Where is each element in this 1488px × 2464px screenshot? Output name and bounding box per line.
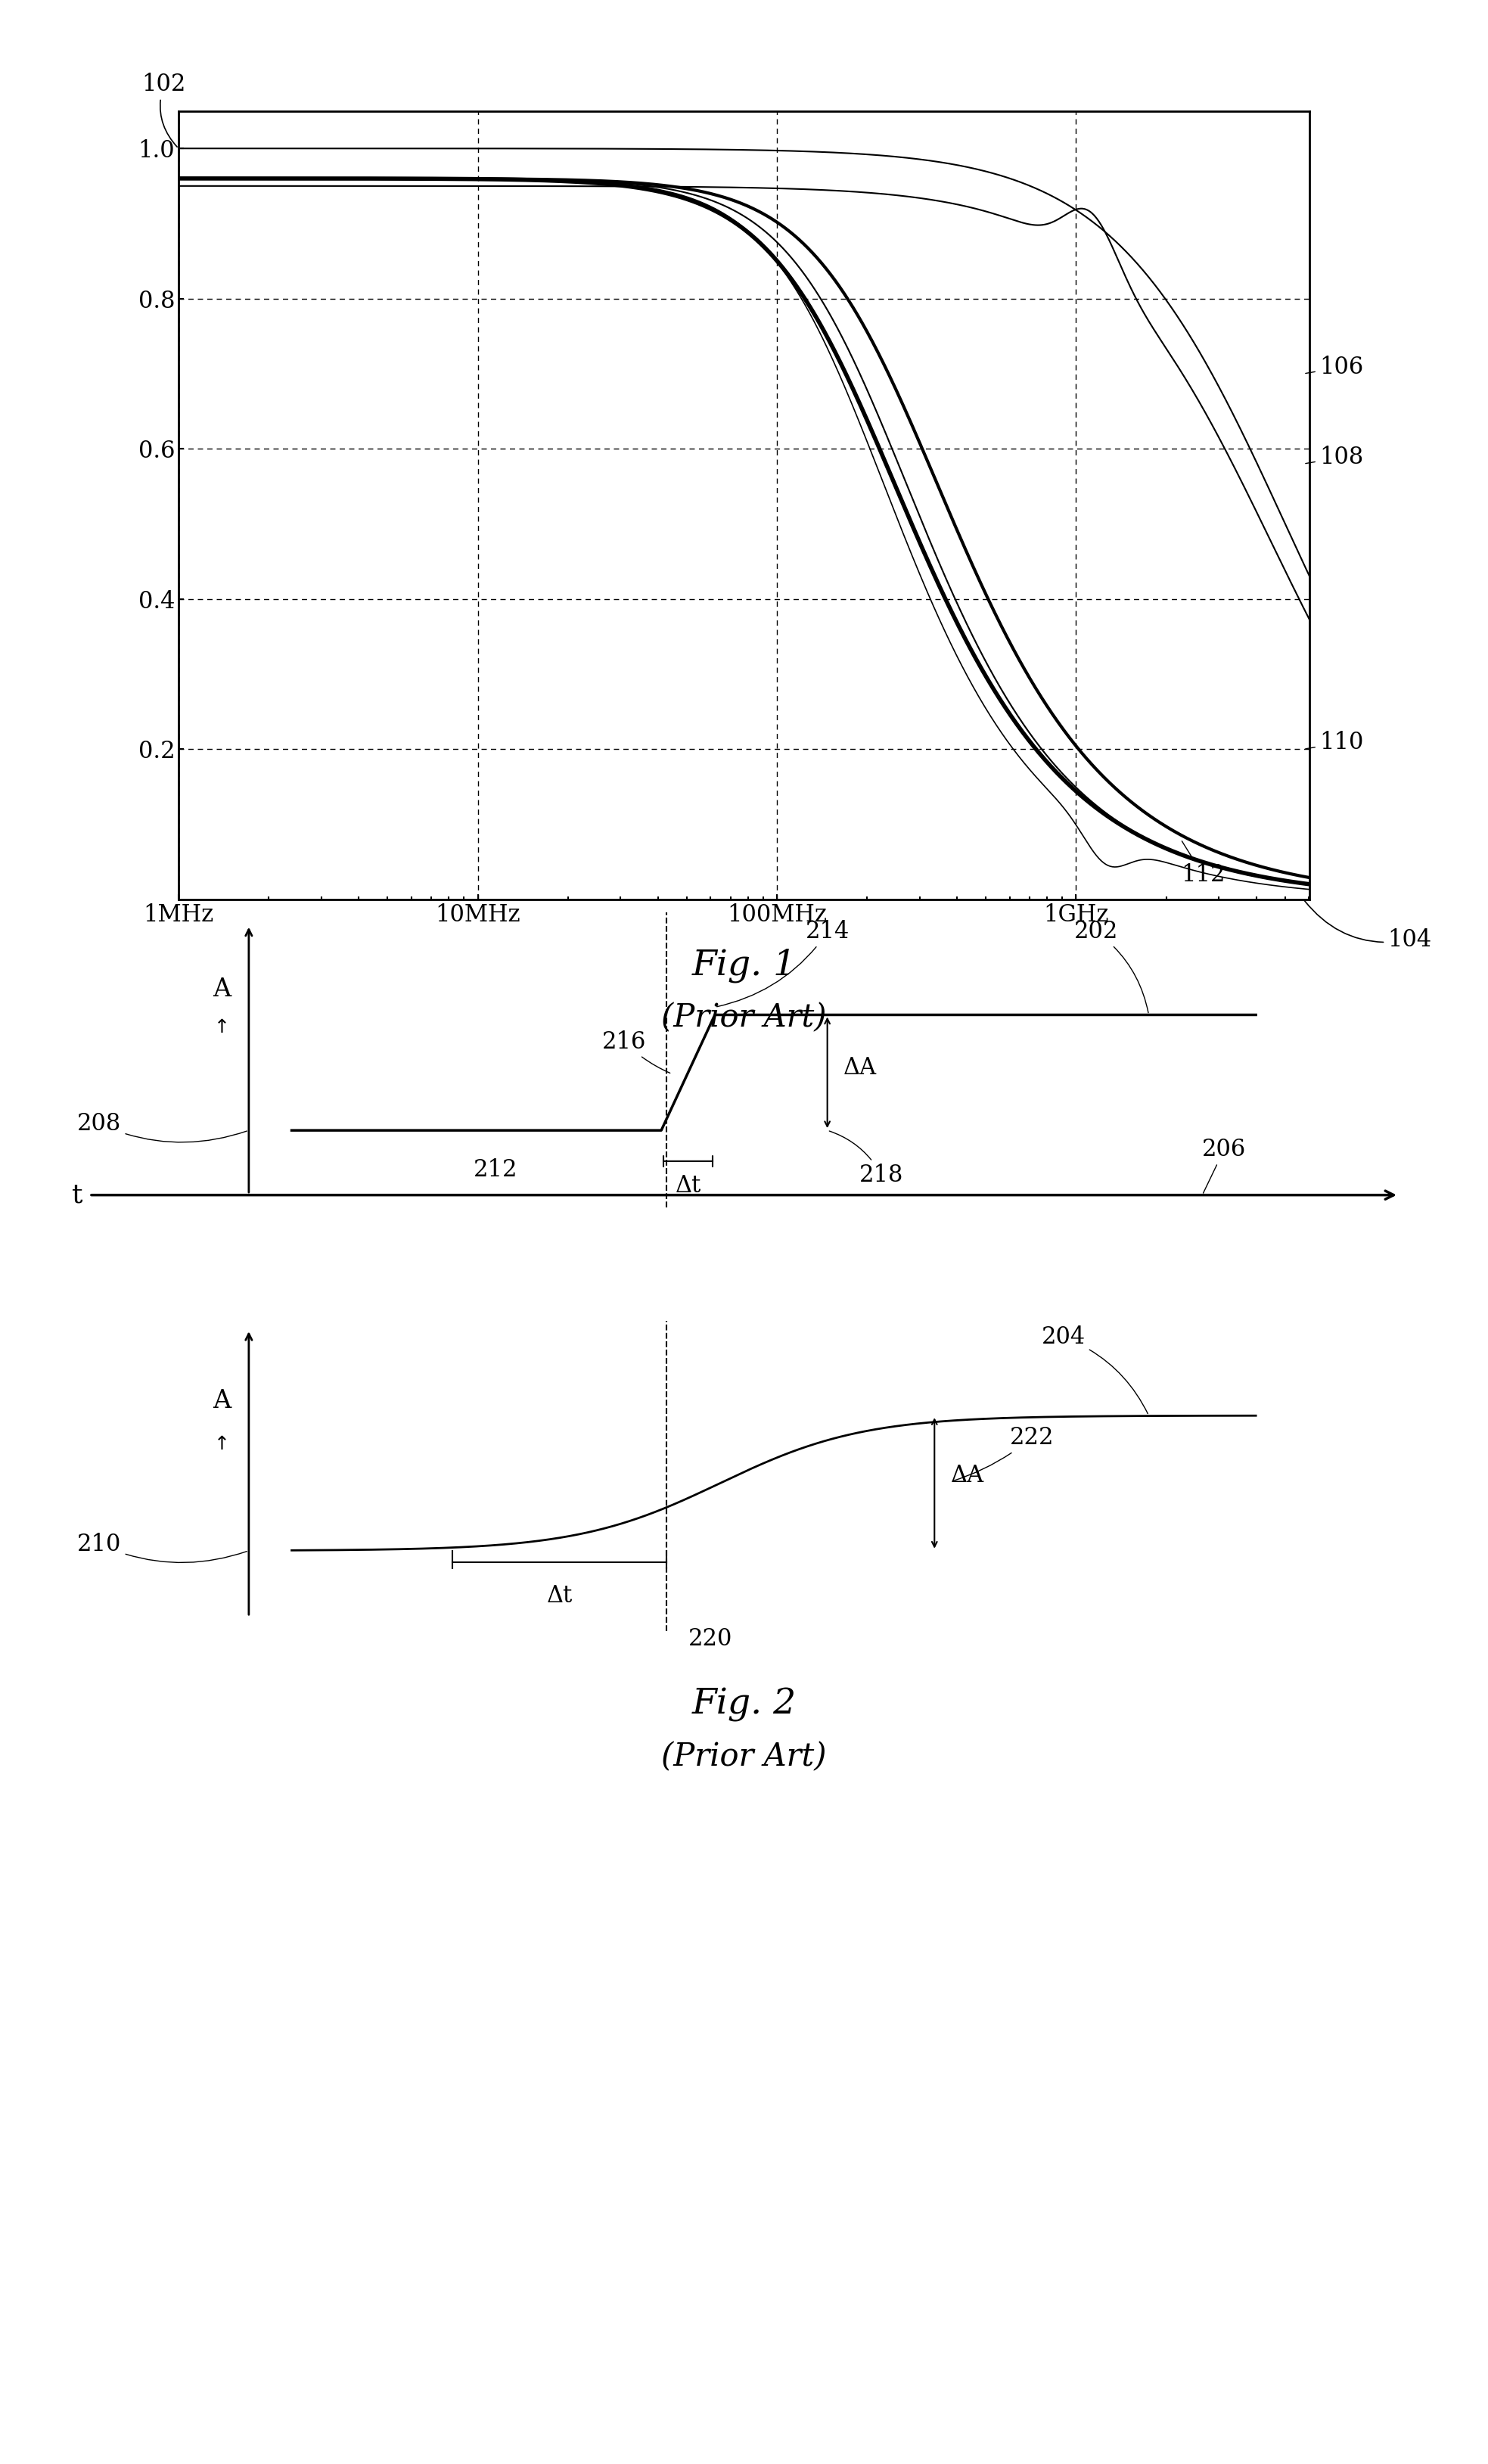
Text: Δt: Δt bbox=[546, 1584, 573, 1607]
Text: 202: 202 bbox=[1074, 919, 1149, 1013]
Text: 106: 106 bbox=[1305, 355, 1363, 379]
Text: 206: 206 bbox=[1202, 1138, 1247, 1193]
Text: Δt: Δt bbox=[676, 1173, 701, 1198]
Text: 110: 110 bbox=[1305, 732, 1363, 754]
Text: 218: 218 bbox=[829, 1131, 903, 1188]
Text: 208: 208 bbox=[77, 1111, 247, 1143]
Text: 204: 204 bbox=[1042, 1326, 1147, 1414]
Text: (Prior Art): (Prior Art) bbox=[661, 1742, 827, 1772]
Text: ΔA: ΔA bbox=[951, 1464, 984, 1486]
Text: 102: 102 bbox=[141, 71, 186, 148]
Text: (Prior Art): (Prior Art) bbox=[661, 1003, 827, 1032]
Text: ΔA: ΔA bbox=[844, 1055, 876, 1079]
Text: 108: 108 bbox=[1305, 446, 1363, 468]
Text: 216: 216 bbox=[603, 1030, 670, 1072]
Text: 112: 112 bbox=[1181, 840, 1225, 887]
Text: A: A bbox=[213, 978, 231, 1000]
Text: 104: 104 bbox=[1305, 902, 1431, 951]
Text: 214: 214 bbox=[717, 919, 850, 1008]
Text: Fig. 1: Fig. 1 bbox=[692, 949, 796, 983]
Text: 212: 212 bbox=[473, 1158, 518, 1183]
Text: 220: 220 bbox=[687, 1626, 732, 1651]
Text: 222: 222 bbox=[952, 1427, 1054, 1481]
Text: A: A bbox=[213, 1390, 231, 1414]
Text: t: t bbox=[71, 1183, 83, 1207]
Text: ↑: ↑ bbox=[214, 1018, 231, 1037]
Text: 210: 210 bbox=[77, 1533, 247, 1562]
Text: ↑: ↑ bbox=[214, 1434, 231, 1454]
Text: Fig. 2: Fig. 2 bbox=[692, 1688, 796, 1722]
